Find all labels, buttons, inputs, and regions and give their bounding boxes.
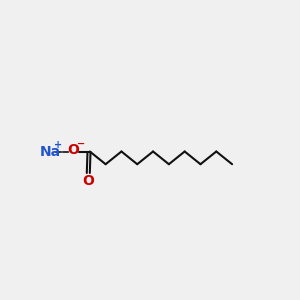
Text: O: O [82, 174, 94, 188]
Text: −: − [77, 139, 85, 149]
Text: Na: Na [40, 145, 61, 158]
Text: +: + [54, 140, 62, 150]
Text: O: O [68, 143, 80, 157]
